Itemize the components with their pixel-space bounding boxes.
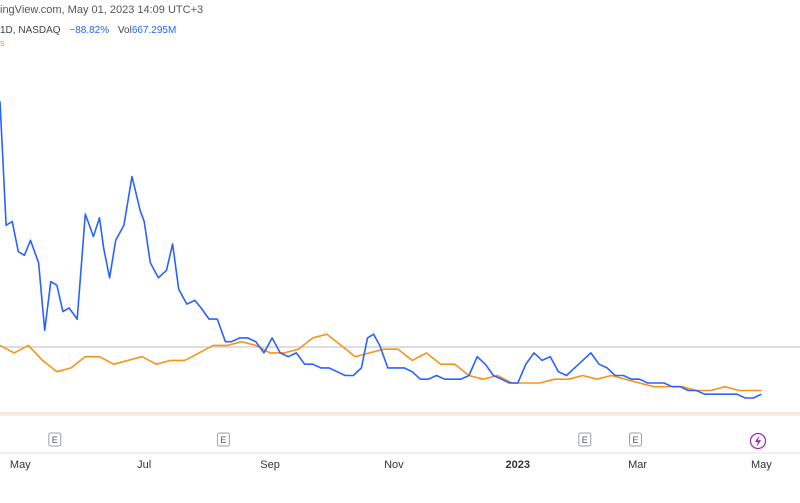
x-tick-label: Mar xyxy=(628,459,647,471)
secondary-symbol-mark: s xyxy=(0,38,5,48)
series-line-primary[interactable] xyxy=(0,101,762,399)
earnings-marker[interactable]: E xyxy=(578,432,592,447)
interval-label[interactable]: 1D, xyxy=(0,25,16,36)
volume-label: Vol xyxy=(117,25,132,36)
volume-value: 667.295M xyxy=(131,25,177,36)
change-percent: −88.82% xyxy=(69,25,110,36)
x-tick-label: Sep xyxy=(260,459,280,471)
earnings-marker-label: E xyxy=(582,435,588,445)
time-axis: May Jul Sep Nov 2023 Mar May xyxy=(10,459,772,471)
earnings-marker[interactable]: E xyxy=(216,432,230,447)
x-tick-label: 2023 xyxy=(506,459,530,471)
exchange-label: NASDAQ xyxy=(18,25,61,36)
earnings-marker-label: E xyxy=(632,435,638,445)
earnings-marker[interactable]: E xyxy=(629,432,642,447)
earnings-marker-label: E xyxy=(220,435,226,445)
series-layer xyxy=(0,101,762,399)
x-tick-label: May xyxy=(10,459,31,471)
earnings-marker[interactable]: E xyxy=(48,432,62,447)
chart-source-line: ingView.com, May 01, 2023 14:09 UTC+3 xyxy=(0,4,204,16)
lightning-icon[interactable] xyxy=(749,432,767,450)
x-tick-label: Nov xyxy=(384,459,404,471)
symbol-info-line: 1D, NASDAQ −88.82% Vol667.295M xyxy=(0,25,176,36)
earnings-marker-label: E xyxy=(52,435,58,445)
series-line-secondary[interactable] xyxy=(0,333,762,392)
x-tick-label: May xyxy=(751,459,772,471)
x-tick-label: Jul xyxy=(137,459,151,471)
